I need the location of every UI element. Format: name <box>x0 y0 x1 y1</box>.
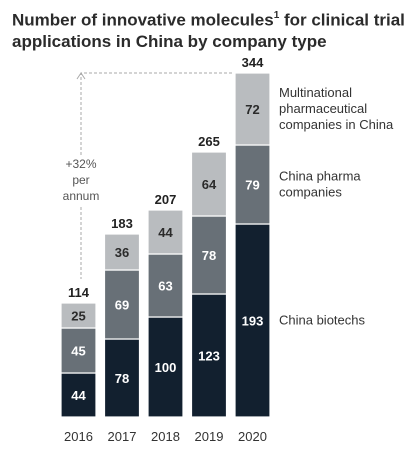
bar-segment <box>234 223 271 418</box>
x-tick-label: 2016 <box>64 429 93 444</box>
total-label: 344 <box>242 55 264 70</box>
legend-label: China biotechs <box>279 313 365 328</box>
data-label: 69 <box>115 298 129 313</box>
legend-label: Multinational <box>279 85 352 100</box>
data-label: 123 <box>198 349 220 364</box>
bar-segment <box>147 253 184 318</box>
cagr-annotation: +32% <box>65 157 96 171</box>
bar-segment <box>190 151 228 217</box>
cagr-annotation: per <box>72 173 89 187</box>
bar-segment <box>103 233 141 271</box>
legend-label: pharmaceutical <box>279 101 367 116</box>
chart-title: Number of innovative molecules1 for clin… <box>12 10 405 51</box>
total-label: 114 <box>68 285 90 300</box>
legend-label: China pharma <box>279 169 361 184</box>
data-label: 78 <box>115 371 129 386</box>
bar-segment <box>190 215 228 295</box>
bar-segment <box>234 72 271 146</box>
x-tick-label: 2018 <box>151 429 180 444</box>
cagr-annotation: annum <box>63 189 100 203</box>
data-label: 72 <box>245 102 259 117</box>
data-label: 25 <box>71 309 85 324</box>
data-label: 79 <box>245 178 259 193</box>
bar-segment <box>234 144 271 225</box>
data-label: 63 <box>158 279 172 294</box>
data-label: 36 <box>115 245 129 260</box>
bar-segment <box>147 316 184 418</box>
x-tick-label: 2020 <box>238 429 267 444</box>
cagr-arrowhead <box>76 72 86 80</box>
data-label: 64 <box>202 177 217 192</box>
data-label: 44 <box>158 225 173 240</box>
total-label: 207 <box>155 192 177 207</box>
data-label: 78 <box>202 248 216 263</box>
total-label: 183 <box>111 216 133 231</box>
total-label: 265 <box>198 134 220 149</box>
data-label: 44 <box>71 388 86 403</box>
bar-segment <box>103 269 141 340</box>
legend-label: companies in China <box>279 117 394 132</box>
data-label: 193 <box>242 314 264 329</box>
bar-segment <box>190 293 228 418</box>
x-tick-label: 2019 <box>195 429 224 444</box>
bar-segment <box>147 209 184 255</box>
bar-segment <box>60 302 97 329</box>
bar-segment <box>60 372 97 418</box>
data-label: 100 <box>155 360 177 375</box>
data-label: 45 <box>71 344 85 359</box>
annotation-backdrop <box>55 155 107 205</box>
bar-segment <box>103 338 141 418</box>
x-tick-label: 2017 <box>108 429 137 444</box>
legend-label: companies <box>279 185 342 200</box>
